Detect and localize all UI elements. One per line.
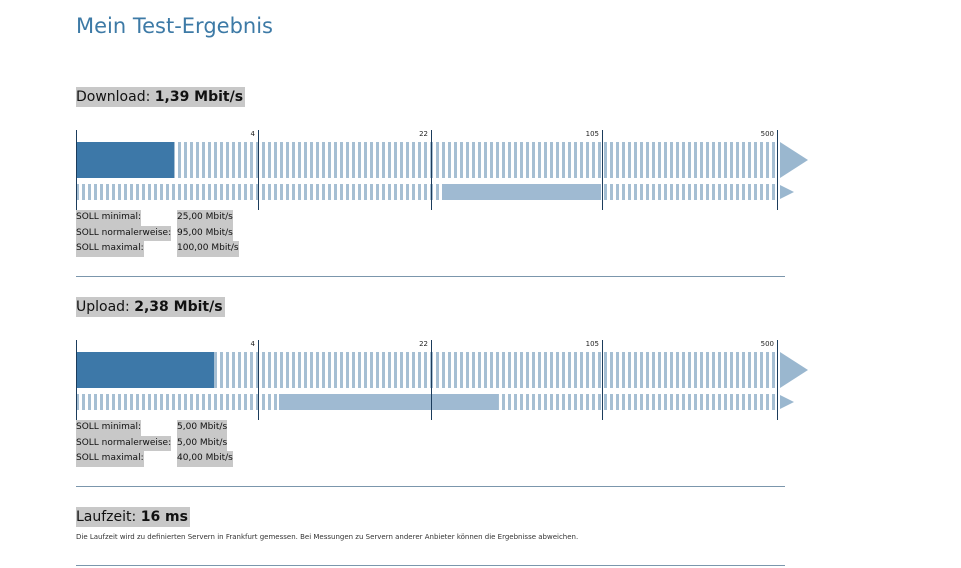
- soll-value: 5,00 Mbit/s: [177, 420, 228, 436]
- upload-gauge: 4 22 105 500: [76, 340, 816, 420]
- soll-label: SOLL normalerweise:: [76, 225, 172, 241]
- upload-result: Upload: 2,38 Mbit/s: [76, 297, 225, 317]
- latency-label: Laufzeit:: [76, 509, 137, 525]
- download-measured-bar: [76, 142, 174, 178]
- tick-label-500: 500: [760, 130, 774, 138]
- gauge-tick-500: [777, 340, 778, 420]
- download-soll-range-bar: [442, 184, 601, 200]
- gauge-tick-origin: [76, 130, 77, 210]
- tick-label-105: 105: [585, 130, 599, 138]
- section-divider: [76, 565, 785, 566]
- gauge-arrow-icon: [780, 142, 808, 178]
- gauge-tick-500: [777, 130, 778, 210]
- latency-value: 16 ms: [140, 509, 188, 525]
- gauge-tick-4: [258, 340, 259, 420]
- soll-value: 25,00 Mbit/s: [177, 210, 233, 226]
- gauge-tick-105: [602, 130, 603, 210]
- gauge-scale-bar: [76, 142, 778, 178]
- section-divider: [76, 276, 785, 277]
- upload-soll-range-bar: [279, 394, 498, 410]
- gauge-tick-22: [431, 340, 432, 420]
- soll-value: 40,00 Mbit/s: [177, 451, 233, 467]
- gauge-tick-4: [258, 130, 259, 210]
- download-label: Download:: [76, 89, 151, 105]
- gauge-arrow-small-icon: [780, 395, 794, 409]
- soll-value: 95,00 Mbit/s: [177, 225, 233, 241]
- soll-label: SOLL minimal:: [76, 420, 141, 436]
- gauge-arrow-icon: [780, 352, 808, 388]
- gauge-tick-origin: [76, 340, 77, 420]
- download-gauge: 4 22 105 500: [76, 130, 816, 210]
- tick-label-22: 22: [419, 130, 428, 138]
- latency-note: Die Laufzeit wird zu definierten Servern…: [76, 533, 579, 541]
- tick-label-22: 22: [419, 340, 428, 348]
- upload-value: 2,38 Mbit/s: [134, 299, 223, 315]
- gauge-tick-105: [602, 340, 603, 420]
- latency-result: Laufzeit: 16 ms: [76, 507, 190, 527]
- soll-label: SOLL maximal:: [76, 451, 144, 467]
- gauge-tick-22: [431, 130, 432, 210]
- soll-label: SOLL normalerweise:: [76, 435, 172, 451]
- soll-value: 100,00 Mbit/s: [177, 241, 239, 257]
- upload-label: Upload:: [76, 299, 130, 315]
- tick-label-500: 500: [760, 340, 774, 348]
- section-divider: [76, 486, 785, 487]
- gauge-soll-track: [76, 184, 778, 200]
- page-title: Mein Test-Ergebnis: [76, 14, 273, 38]
- soll-label: SOLL maximal:: [76, 241, 144, 257]
- tick-label-4: 4: [250, 130, 255, 138]
- download-result: Download: 1,39 Mbit/s: [76, 87, 246, 107]
- tick-label-105: 105: [585, 340, 599, 348]
- tick-label-4: 4: [250, 340, 255, 348]
- soll-label: SOLL minimal:: [76, 210, 141, 226]
- soll-value: 5,00 Mbit/s: [177, 435, 228, 451]
- upload-measured-bar: [76, 352, 214, 388]
- download-value: 1,39 Mbit/s: [154, 89, 244, 105]
- gauge-arrow-small-icon: [780, 185, 794, 199]
